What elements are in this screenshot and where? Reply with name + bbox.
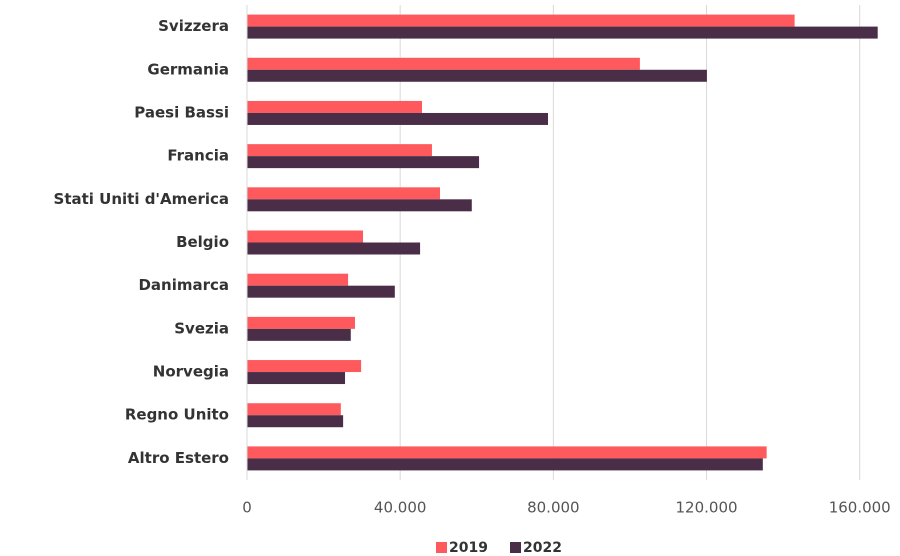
y-tick-label: Francia	[167, 147, 229, 165]
bar	[247, 14, 795, 27]
y-tick-label: Svizzera	[158, 17, 229, 35]
bar	[247, 285, 395, 298]
legend-label: 2019	[449, 540, 488, 556]
legend-label: 2022	[523, 540, 562, 556]
y-tick-label: Paesi Bassi	[134, 103, 229, 121]
legend-swatch	[510, 542, 521, 553]
bar	[247, 199, 472, 212]
x-tick-label: 160.000	[829, 499, 891, 517]
y-tick-label: Regno Unito	[125, 406, 229, 424]
bar	[247, 273, 349, 286]
bar	[247, 112, 548, 125]
bar	[247, 144, 432, 157]
bar	[247, 187, 441, 200]
bar	[247, 69, 707, 82]
x-tick-label: 0	[242, 499, 252, 517]
y-tick-label: Danimarca	[138, 276, 229, 294]
bar	[247, 328, 351, 341]
bar	[247, 316, 355, 329]
bar	[247, 372, 346, 385]
bar	[247, 57, 640, 70]
y-tick-label: Belgio	[176, 233, 229, 251]
legend-swatch	[436, 542, 447, 553]
bar	[247, 458, 763, 471]
bar	[247, 360, 362, 373]
y-tick-label: Norvegia	[153, 363, 229, 381]
bar	[247, 415, 344, 428]
y-tick-label: Stati Uniti d'America	[54, 190, 229, 208]
x-tick-label: 120.000	[676, 499, 738, 517]
y-tick-label: Altro Estero	[128, 449, 229, 467]
bar	[247, 230, 364, 243]
bar	[247, 26, 878, 39]
bar	[247, 156, 480, 169]
bar	[247, 403, 341, 416]
x-tick-label: 80.000	[527, 499, 580, 517]
y-tick-label: Svezia	[174, 319, 229, 337]
y-tick-label: Germania	[147, 60, 229, 78]
x-tick-label: 40.000	[374, 499, 427, 517]
bar	[247, 242, 421, 255]
bar	[247, 100, 423, 113]
bar	[247, 446, 767, 459]
